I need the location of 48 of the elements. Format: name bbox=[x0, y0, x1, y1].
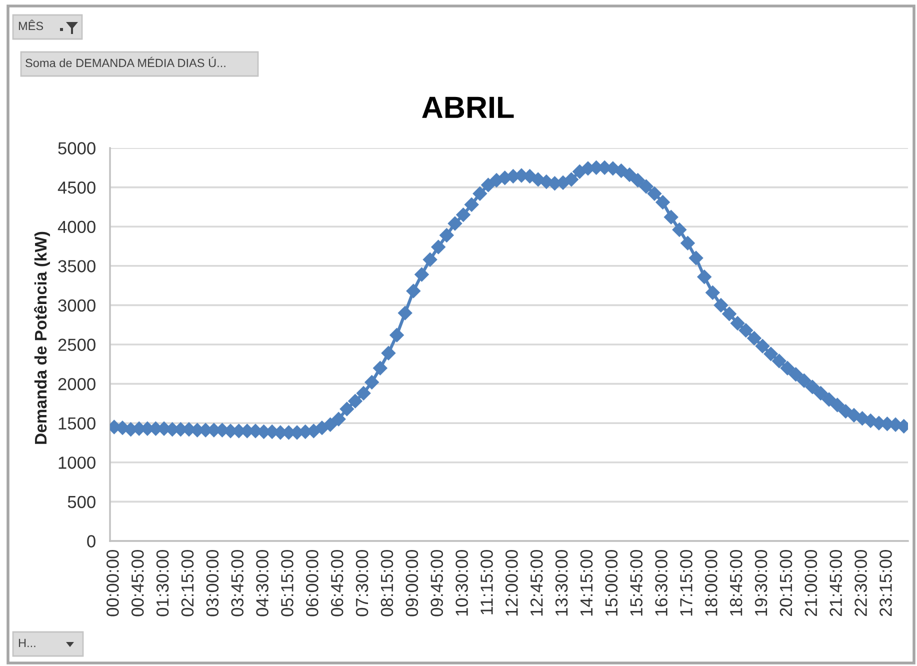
x-tick-label: 11:15:00 bbox=[480, 550, 493, 614]
x-tick-label: 07:30:00 bbox=[356, 550, 368, 616]
x-tick-label: 00:00:00 bbox=[106, 550, 119, 616]
x-tick-label: 15:00:00 bbox=[605, 550, 618, 616]
x-tick-label: 22:30:00 bbox=[854, 550, 867, 616]
x-tick-label: 04:30:00 bbox=[256, 550, 268, 616]
x-tick-label: 03:45:00 bbox=[231, 550, 244, 616]
y-tick-label: 1000 bbox=[58, 456, 96, 469]
y-axis-title: Demanda de Potência (kW) bbox=[34, 232, 50, 444]
x-tick-label: 15:45:00 bbox=[630, 550, 643, 616]
y-tick-label: 3500 bbox=[58, 260, 96, 272]
x-tick-label: 06:00:00 bbox=[306, 550, 318, 616]
x-tick-label: 00:45:00 bbox=[131, 550, 144, 616]
y-tick-label: 0 bbox=[87, 535, 96, 548]
x-tick-label: 16:30:00 bbox=[655, 550, 668, 616]
x-tick-label: 21:00:00 bbox=[804, 550, 818, 616]
y-tick-label: 2500 bbox=[58, 338, 96, 351]
x-tick-label: 13:30:00 bbox=[555, 550, 568, 616]
x-tick-label: 18:45:00 bbox=[730, 550, 742, 616]
x-tick-label: 10:30:00 bbox=[456, 550, 468, 616]
y-tick-label: 1500 bbox=[58, 417, 96, 430]
y-tick-label: 5000 bbox=[58, 142, 96, 154]
y-tick-label: 2000 bbox=[58, 378, 96, 390]
x-tick-label: 21:45:00 bbox=[830, 550, 842, 616]
x-tick-label: 05:15:00 bbox=[281, 550, 294, 616]
x-tick-label: 02:15:00 bbox=[181, 550, 194, 616]
y-tick-label: 500 bbox=[68, 496, 96, 508]
text: MÊS bbox=[18, 20, 44, 30]
x-tick-label: 12:00:00 bbox=[506, 550, 518, 616]
x-tick-label: 19:30:00 bbox=[754, 550, 768, 616]
x-tick-label: 06:45:00 bbox=[330, 550, 344, 616]
x-tick-label: 20:15:00 bbox=[780, 550, 792, 616]
x-tick-label: 12:45:00 bbox=[530, 550, 543, 616]
x-tick-label: 08:15:00 bbox=[380, 550, 394, 616]
x-tick-label: 01:30:00 bbox=[156, 550, 169, 616]
y-tick-label: 3000 bbox=[58, 299, 96, 312]
text: H... bbox=[18, 638, 36, 648]
x-tick-label: 23:15:00 bbox=[880, 550, 892, 616]
text: Soma de DEMANDA MÉDIA DIAS Ú... bbox=[26, 56, 226, 68]
x-tick-label: 18:00:00 bbox=[705, 550, 718, 616]
x-tick-label: 03:00:00 bbox=[206, 550, 219, 616]
x-tick-label: 09:00:00 bbox=[406, 550, 418, 616]
x-tick-label: 09:45:00 bbox=[430, 550, 444, 616]
chart-title: ABRIL bbox=[422, 96, 514, 118]
y-tick-label: 4000 bbox=[58, 220, 96, 234]
x-tick-label: 14:15:00 bbox=[580, 550, 593, 616]
y-tick-label: 4500 bbox=[58, 181, 96, 194]
x-tick-label: 17:15:00 bbox=[680, 550, 692, 616]
